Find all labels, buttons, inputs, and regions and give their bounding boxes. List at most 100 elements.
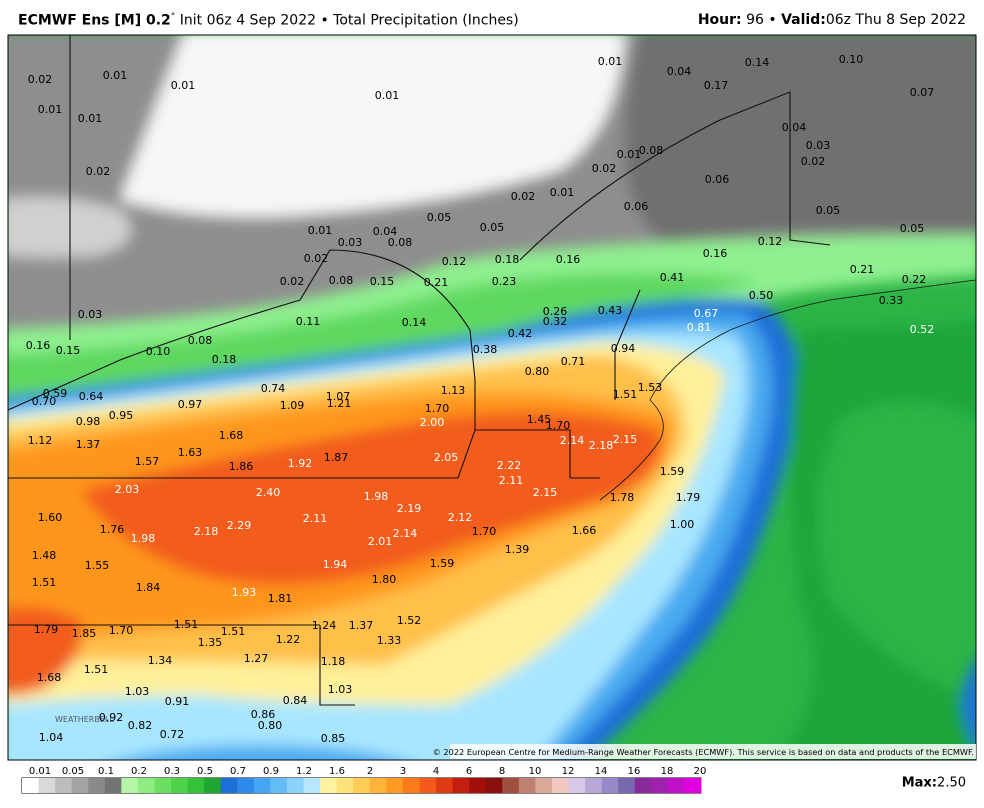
- station-value: 1.22: [276, 633, 301, 646]
- colorbar-swatch: [171, 778, 189, 793]
- station-value: 0.98: [76, 415, 101, 428]
- station-value: 0.02: [592, 162, 617, 175]
- valid-info: Hour: 96 • Valid:06z Thu 8 Sep 2022: [698, 12, 966, 28]
- hour-label: Hour:: [697, 12, 742, 28]
- station-value: 1.51: [613, 388, 638, 401]
- station-value: 1.78: [610, 491, 635, 504]
- colorbar-label: 0.5: [197, 766, 213, 777]
- station-value: 0.01: [598, 55, 623, 68]
- colorbar-label: 0.7: [230, 766, 246, 777]
- station-value: 0.01: [103, 69, 128, 82]
- colorbar-label: 0.2: [131, 766, 147, 777]
- station-value: 1.59: [660, 465, 685, 478]
- station-value: 1.18: [321, 655, 346, 668]
- station-value: 1.09: [280, 399, 305, 412]
- station-value: 0.15: [56, 344, 81, 357]
- colorbar-swatch: [485, 778, 503, 793]
- station-value: 0.04: [667, 65, 692, 78]
- colorbar-swatch: [303, 778, 321, 793]
- station-value: 0.03: [78, 308, 103, 321]
- station-value: 0.04: [373, 225, 398, 238]
- colorbar-swatch: [270, 778, 288, 793]
- station-value: 0.14: [402, 316, 427, 329]
- station-value: 0.84: [283, 694, 308, 707]
- colorbar-swatch: [551, 778, 570, 793]
- station-value: 1.27: [244, 652, 269, 665]
- colorbar-swatch: [601, 778, 619, 793]
- colorbar-label: 20: [694, 766, 707, 777]
- station-value: 0.12: [442, 255, 467, 268]
- station-value: 0.02: [280, 275, 305, 288]
- colorbar-swatch: [419, 778, 437, 793]
- station-value: 1.00: [670, 518, 695, 531]
- station-value: 1.57: [135, 455, 160, 468]
- station-value: 0.64: [79, 390, 104, 403]
- station-value: 1.84: [136, 581, 161, 594]
- station-value: 1.55: [85, 559, 110, 572]
- max-value: 2.50: [937, 776, 966, 791]
- station-value: 2.15: [533, 486, 558, 499]
- station-value: 2.14: [560, 434, 585, 447]
- colorbar-swatch: [286, 778, 305, 793]
- colorbar-swatch: [187, 778, 205, 793]
- station-value: 0.08: [388, 236, 413, 249]
- station-value: 0.95: [109, 409, 134, 422]
- station-value: 0.16: [26, 339, 51, 352]
- colorbar-swatch: [502, 778, 520, 793]
- station-value: 1.51: [32, 576, 57, 589]
- station-value: 1.79: [34, 623, 59, 636]
- colorbar-label: 16: [628, 766, 641, 777]
- station-value: 2.18: [589, 439, 614, 452]
- station-value: 0.02: [86, 165, 111, 178]
- station-value: 0.94: [611, 342, 636, 355]
- station-value: 0.05: [427, 211, 452, 224]
- colorbar-swatch: [436, 778, 454, 793]
- colorbar-swatch: [220, 778, 238, 793]
- station-value: 1.98: [131, 532, 156, 545]
- station-value: 1.85: [72, 627, 97, 640]
- station-value: 1.63: [178, 446, 203, 459]
- station-value: 0.18: [212, 353, 237, 366]
- colorbar-swatch: [121, 778, 139, 793]
- station-value: 0.01: [171, 79, 196, 92]
- colorbar-swatch: [535, 778, 553, 793]
- station-value: 1.94: [323, 558, 348, 571]
- colorbar-swatch: [651, 778, 669, 793]
- colorbar-label: 0.1: [98, 766, 114, 777]
- station-value: 1.68: [219, 429, 244, 442]
- colorbar-label: 1.6: [329, 766, 345, 777]
- colorbar-label: 4: [433, 766, 439, 777]
- station-value: 0.42: [508, 327, 533, 340]
- station-value: 1.51: [221, 625, 246, 638]
- station-value: 1.12: [28, 434, 53, 447]
- station-value: 0.12: [758, 235, 783, 248]
- station-value: 0.17: [704, 79, 729, 92]
- colorbar-label: 0.9: [263, 766, 279, 777]
- station-value: 1.70: [109, 624, 134, 637]
- station-value: 0.07: [910, 86, 935, 99]
- colorbar-label: 12: [562, 766, 575, 777]
- station-value: 2.11: [303, 512, 328, 525]
- station-value: 1.86: [229, 460, 254, 473]
- station-value: 0.33: [879, 294, 904, 307]
- colorbar-label: 8: [499, 766, 505, 777]
- station-value: 2.11: [499, 474, 524, 487]
- station-value: 1.51: [174, 618, 199, 631]
- colorbar-swatch: [634, 778, 652, 793]
- station-value: 1.79: [676, 491, 701, 504]
- colorbar-swatch: [154, 778, 172, 793]
- colorbar-swatch: [137, 778, 155, 793]
- station-value: 1.80: [372, 573, 397, 586]
- station-value: 1.70: [546, 419, 571, 432]
- station-value: 2.05: [434, 451, 459, 464]
- station-value: 0.70: [32, 395, 57, 408]
- station-value: 1.39: [505, 543, 530, 556]
- station-value: 2.40: [256, 486, 281, 499]
- station-value: 0.15: [370, 275, 395, 288]
- station-value: 0.02: [511, 190, 536, 203]
- station-value: 0.16: [703, 247, 728, 260]
- station-value: 0.43: [598, 304, 623, 317]
- colorbar-swatch: [71, 778, 89, 793]
- station-value: 1.33: [377, 634, 402, 647]
